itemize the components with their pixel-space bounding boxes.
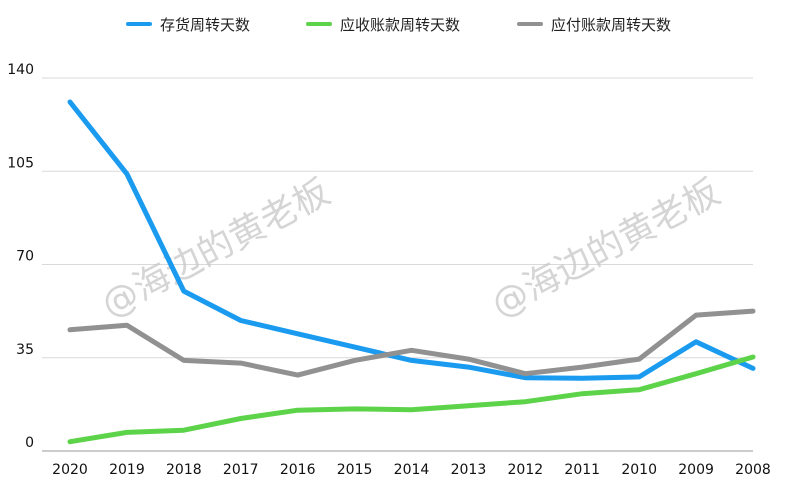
series-line-2 — [67, 308, 756, 378]
x-tick-label: 2008 — [735, 462, 771, 478]
x-axis-ticks: 2020 2019 2018 2017 2016 2015 2014 2013 2012 2011… — [52, 462, 771, 478]
y-tick-label: 70 — [16, 249, 34, 265]
x-tick-label: 2019 — [109, 462, 145, 478]
watermark: @海边的黄老板 — [95, 171, 337, 326]
series-line-1 — [67, 354, 756, 445]
x-tick-label: 2017 — [223, 462, 259, 478]
y-tick-label: 0 — [25, 435, 34, 451]
watermark: @海边的黄老板 — [485, 171, 727, 326]
series-lines — [67, 99, 756, 445]
x-tick-label: 2016 — [280, 462, 316, 478]
watermarks: @海边的黄老板 @海边的黄老板 — [95, 171, 727, 326]
series-line-0 — [67, 99, 756, 381]
y-tick-label: 105 — [7, 155, 34, 171]
y-tick-label: 140 — [7, 62, 34, 78]
x-tick-label: 2012 — [508, 462, 544, 478]
legend-label: 应收账款周转天数 — [340, 16, 460, 34]
legend-label: 应付账款周转天数 — [551, 16, 671, 34]
y-axis-ticks: 0 35 70 105 140 — [7, 62, 34, 451]
x-tick-label: 2011 — [564, 462, 600, 478]
legend: 存货周转天数 应收账款周转天数 应付账款周转天数 — [126, 16, 671, 34]
x-tick-label: 2009 — [678, 462, 714, 478]
x-tick-label: 2020 — [52, 462, 88, 478]
x-tick-label: 2014 — [394, 462, 430, 478]
legend-label: 存货周转天数 — [160, 16, 250, 34]
x-tick-label: 2018 — [166, 462, 202, 478]
x-tick-label: 2010 — [621, 462, 657, 478]
y-tick-label: 35 — [16, 342, 34, 358]
x-tick-label: 2013 — [451, 462, 487, 478]
x-tick-label: 2015 — [337, 462, 373, 478]
